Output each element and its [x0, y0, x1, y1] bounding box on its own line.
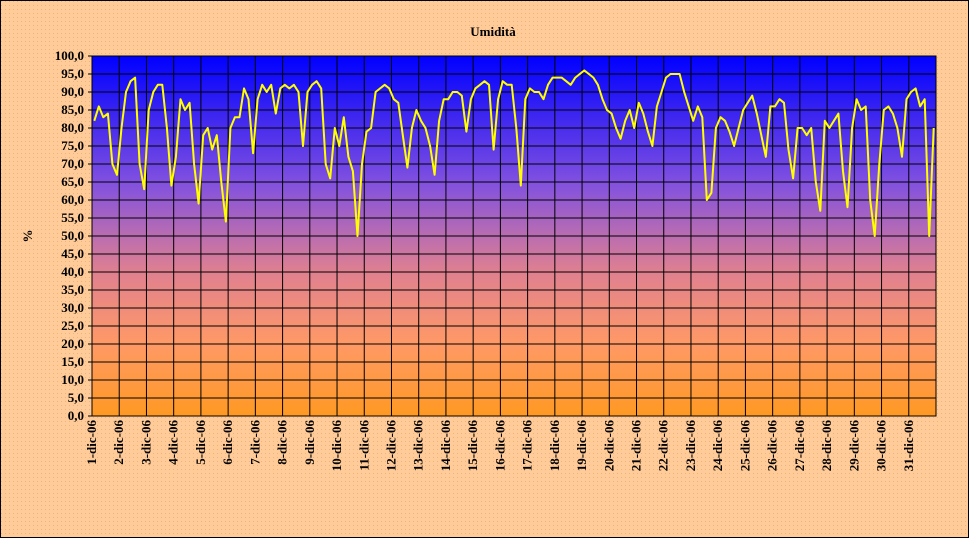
y-tick-label: 25,0: [61, 318, 84, 333]
y-tick-label: 55,0: [61, 210, 84, 225]
y-axis-label: %: [20, 230, 35, 243]
humidity-line: [93, 69, 935, 237]
x-tick-label: 13-dic-06: [411, 420, 426, 472]
y-tick-label: 50,0: [61, 228, 84, 243]
x-tick-label: 1-dic-06: [84, 420, 99, 465]
x-tick-label: 9-dic-06: [302, 420, 317, 465]
y-tick-label: 100,0: [55, 48, 84, 63]
x-tick-label: 22-dic-06: [656, 420, 671, 472]
plot-border: [91, 55, 937, 417]
y-tick-label: 75,0: [61, 138, 84, 153]
x-tick-label: 19-dic-06: [574, 420, 589, 472]
chart-title: Umidità: [470, 24, 516, 39]
x-tick-label: 11-dic-06: [356, 420, 371, 471]
x-tick-label: 3-dic-06: [138, 420, 153, 465]
x-tick-label: 12-dic-06: [383, 420, 398, 472]
y-tick-label: 70,0: [61, 156, 84, 171]
x-tick-label: 20-dic-06: [601, 420, 616, 472]
x-tick-label: 27-dic-06: [792, 420, 807, 472]
x-tick-label: 28-dic-06: [819, 420, 834, 472]
y-tick-label: 85,0: [61, 102, 84, 117]
y-tick-label: 45,0: [61, 246, 84, 261]
x-tick-label: 26-dic-06: [765, 420, 780, 472]
x-tick-label: 18-dic-06: [547, 420, 562, 472]
x-tick-label: 14-dic-06: [438, 420, 453, 472]
y-tick-label: 5,0: [68, 390, 84, 405]
x-tick-label: 17-dic-06: [520, 420, 535, 472]
y-tick-label: 95,0: [61, 66, 84, 81]
x-tick-label: 4-dic-06: [166, 420, 181, 465]
y-tick-label: 80,0: [61, 120, 84, 135]
x-tick-label: 23-dic-06: [683, 420, 698, 472]
y-tick-label: 65,0: [61, 174, 84, 189]
x-tick-label: 30-dic-06: [874, 420, 889, 472]
y-tick-label: 20,0: [61, 336, 84, 351]
x-tick-label: 16-dic-06: [492, 420, 507, 472]
y-tick-label: 30,0: [61, 300, 84, 315]
x-tick-label: 29-dic-06: [846, 420, 861, 472]
x-tick-label: 6-dic-06: [220, 420, 235, 465]
x-tick-label: 25-dic-06: [737, 420, 752, 472]
x-tick-label: 5-dic-06: [193, 420, 208, 465]
y-tick-label: 10,0: [61, 372, 84, 387]
x-tick-label: 8-dic-06: [275, 420, 290, 465]
y-tick-label: 35,0: [61, 282, 84, 297]
x-tick-label: 2-dic-06: [111, 420, 126, 465]
y-tick-label: 90,0: [61, 84, 84, 99]
x-tick-label: 7-dic-06: [247, 420, 262, 465]
y-tick-label: 40,0: [61, 264, 84, 279]
y-tick-label: 15,0: [61, 354, 84, 369]
y-tick-label: 0,0: [68, 408, 84, 423]
x-tick-label: 31-dic-06: [901, 420, 916, 472]
x-tick-label: 21-dic-06: [629, 420, 644, 472]
x-tick-label: 24-dic-06: [710, 420, 725, 472]
x-tick-label: 10-dic-06: [329, 420, 344, 472]
x-tick-label: 15-dic-06: [465, 420, 480, 472]
y-tick-label: 60,0: [61, 192, 84, 207]
